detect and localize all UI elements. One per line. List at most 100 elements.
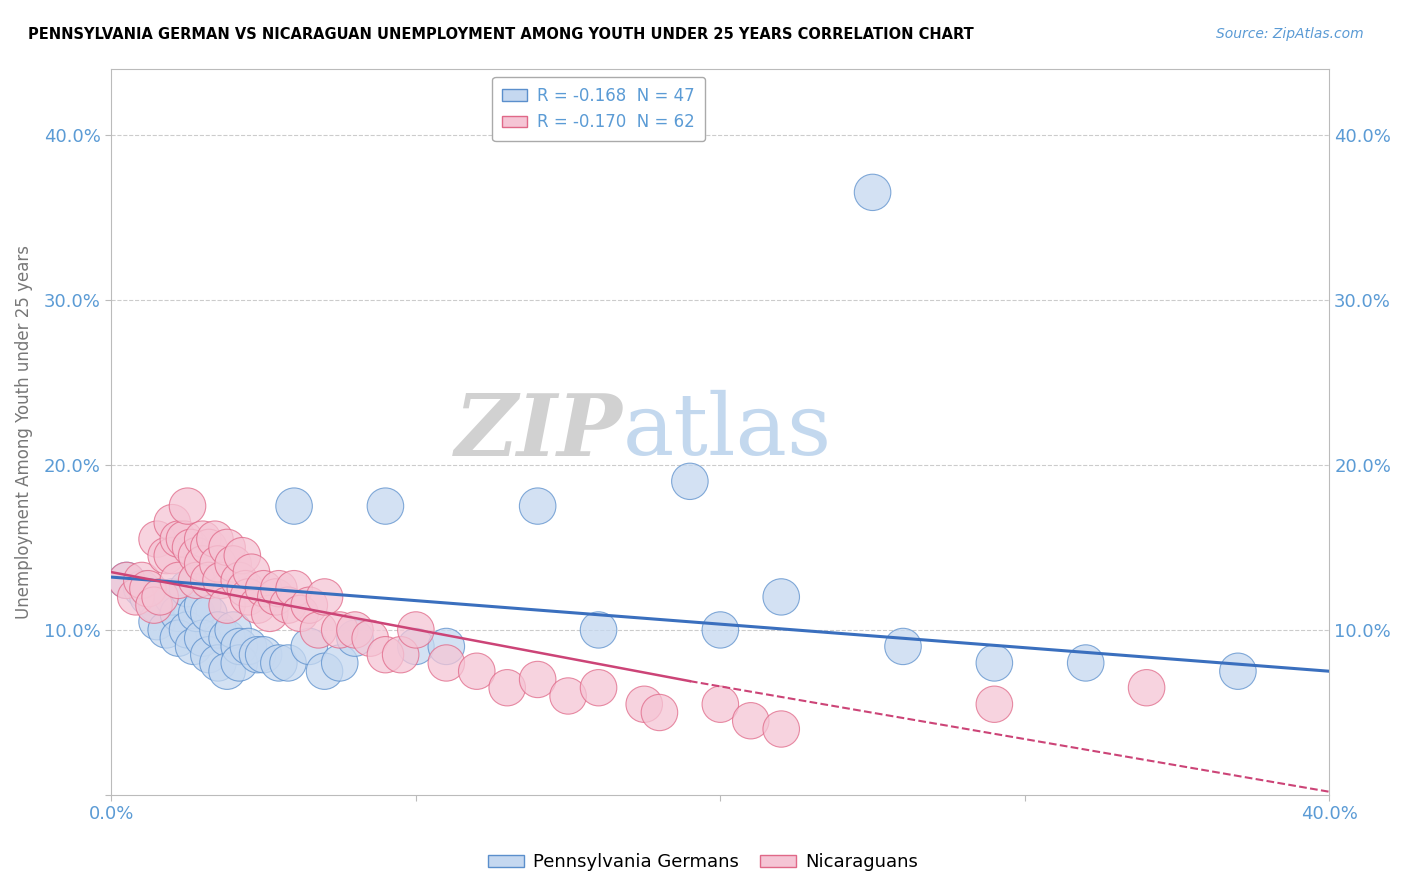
Ellipse shape [336,612,373,648]
Ellipse shape [367,637,404,673]
Ellipse shape [257,579,294,615]
Ellipse shape [246,637,283,673]
Ellipse shape [155,505,191,541]
Ellipse shape [142,579,179,615]
Legend: R = -0.168  N = 47, R = -0.170  N = 62: R = -0.168 N = 47, R = -0.170 N = 62 [492,77,704,141]
Ellipse shape [252,595,288,632]
Ellipse shape [367,488,404,524]
Text: Source: ZipAtlas.com: Source: ZipAtlas.com [1216,27,1364,41]
Ellipse shape [283,595,318,632]
Y-axis label: Unemployment Among Youth under 25 years: Unemployment Among Youth under 25 years [15,244,32,619]
Ellipse shape [733,703,769,739]
Ellipse shape [231,628,267,665]
Ellipse shape [129,579,166,615]
Ellipse shape [276,488,312,524]
Ellipse shape [763,711,800,747]
Ellipse shape [108,562,145,599]
Ellipse shape [291,628,328,665]
Ellipse shape [155,538,191,574]
Ellipse shape [166,521,202,558]
Ellipse shape [202,562,239,599]
Ellipse shape [160,562,197,599]
Ellipse shape [179,538,215,574]
Ellipse shape [1219,653,1256,690]
Ellipse shape [124,562,160,599]
Ellipse shape [160,521,197,558]
Ellipse shape [169,612,205,648]
Ellipse shape [519,488,555,524]
Ellipse shape [160,595,197,632]
Ellipse shape [148,612,184,648]
Ellipse shape [184,546,221,582]
Ellipse shape [307,579,343,615]
Ellipse shape [139,604,176,640]
Ellipse shape [702,686,738,723]
Ellipse shape [246,571,283,607]
Ellipse shape [209,587,246,624]
Ellipse shape [129,571,166,607]
Ellipse shape [458,653,495,690]
Ellipse shape [209,620,246,657]
Ellipse shape [200,546,236,582]
Ellipse shape [702,612,738,648]
Ellipse shape [336,620,373,657]
Ellipse shape [260,645,297,681]
Ellipse shape [581,670,617,706]
Ellipse shape [626,686,662,723]
Ellipse shape [763,579,800,615]
Ellipse shape [239,637,276,673]
Ellipse shape [209,529,246,566]
Ellipse shape [221,562,257,599]
Ellipse shape [228,571,264,607]
Ellipse shape [489,670,526,706]
Ellipse shape [136,587,173,624]
Text: PENNSYLVANIA GERMAN VS NICARAGUAN UNEMPLOYMENT AMONG YOUTH UNDER 25 YEARS CORREL: PENNSYLVANIA GERMAN VS NICARAGUAN UNEMPL… [28,27,974,42]
Ellipse shape [307,653,343,690]
Ellipse shape [160,620,197,657]
Ellipse shape [519,661,555,698]
Ellipse shape [184,620,221,657]
Ellipse shape [672,463,709,500]
Legend: Pennsylvania Germans, Nicaraguans: Pennsylvania Germans, Nicaraguans [481,847,925,879]
Ellipse shape [641,694,678,731]
Ellipse shape [139,521,176,558]
Ellipse shape [352,620,388,657]
Ellipse shape [224,538,260,574]
Text: atlas: atlas [623,390,832,474]
Ellipse shape [184,521,221,558]
Ellipse shape [976,686,1012,723]
Ellipse shape [200,645,236,681]
Ellipse shape [184,587,221,624]
Ellipse shape [1129,670,1164,706]
Ellipse shape [179,562,215,599]
Ellipse shape [398,628,434,665]
Ellipse shape [221,628,257,665]
Ellipse shape [550,678,586,714]
Ellipse shape [581,612,617,648]
Ellipse shape [855,174,891,211]
Ellipse shape [215,612,252,648]
Ellipse shape [169,571,205,607]
Ellipse shape [233,554,270,591]
Ellipse shape [191,637,228,673]
Text: ZIP: ZIP [456,390,623,474]
Ellipse shape [179,595,215,632]
Ellipse shape [108,562,145,599]
Ellipse shape [215,546,252,582]
Ellipse shape [260,571,297,607]
Ellipse shape [176,628,212,665]
Ellipse shape [221,645,257,681]
Ellipse shape [382,637,419,673]
Ellipse shape [231,579,267,615]
Ellipse shape [276,571,312,607]
Ellipse shape [270,645,307,681]
Ellipse shape [139,587,176,624]
Ellipse shape [270,587,307,624]
Ellipse shape [398,612,434,648]
Ellipse shape [884,628,921,665]
Ellipse shape [200,612,236,648]
Ellipse shape [299,612,336,648]
Ellipse shape [976,645,1012,681]
Ellipse shape [239,587,276,624]
Ellipse shape [155,579,191,615]
